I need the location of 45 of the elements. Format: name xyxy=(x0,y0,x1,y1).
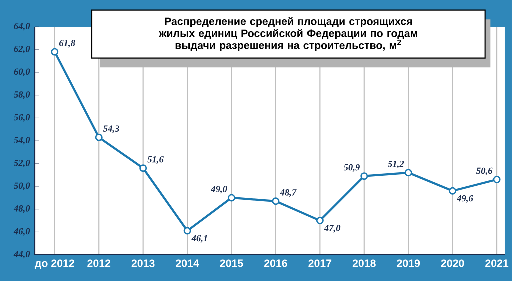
data-label: 49,6 xyxy=(456,195,474,204)
y-tick-label: 62,0 xyxy=(14,46,30,54)
data-label: 51,2 xyxy=(388,161,404,169)
y-tick-label: 48,0 xyxy=(14,206,30,214)
data-label: 48,7 xyxy=(280,189,297,198)
y-tick-label: 46,0 xyxy=(14,228,30,236)
y-tick-label: 58,0 xyxy=(14,92,30,100)
x-tick-label: 2017 xyxy=(308,260,332,268)
data-label: 50,9 xyxy=(344,164,360,172)
data-label: 61,8 xyxy=(59,40,76,48)
x-tick-label: до 2012 xyxy=(34,260,74,270)
x-tick-label: 2012 xyxy=(88,260,111,268)
point xyxy=(404,169,412,177)
y-tick-label: 52,0 xyxy=(14,160,30,168)
x-tick-label: 2018 xyxy=(352,260,376,268)
point xyxy=(360,172,368,180)
x-tick-label: 2016 xyxy=(264,260,288,268)
data-label: 50,6 xyxy=(476,168,493,176)
x-tick-label: 2013 xyxy=(132,260,155,268)
x-tick-label: 2021 xyxy=(486,260,509,268)
data-label: 54,3 xyxy=(103,126,120,134)
point xyxy=(228,194,236,202)
y-tick-label: 64,0 xyxy=(14,23,30,31)
y-tick-label: 54,0 xyxy=(14,137,30,145)
point xyxy=(51,48,59,56)
data-label: 46,1 xyxy=(192,235,208,243)
x-tick-label: 2015 xyxy=(220,260,244,268)
data-label: 47,0 xyxy=(324,225,341,233)
y-tick-label: 56,0 xyxy=(14,114,30,122)
x-tick-label: 2019 xyxy=(397,260,420,268)
point xyxy=(95,134,103,142)
y-tick-label: 50,0 xyxy=(14,182,30,190)
point xyxy=(140,164,148,172)
y-tick-label: 60,0 xyxy=(14,68,30,76)
data-label: 49,0 xyxy=(211,186,228,194)
point xyxy=(272,198,280,206)
point xyxy=(184,227,192,235)
chart-title: Распределение средней площади строящихся жилых единиц Российской Федерации по годам выдачи разрешения на строительство, м$^{2}$ xyxy=(159,17,418,52)
y-tick-label: 44,0 xyxy=(14,251,30,259)
point xyxy=(493,176,501,184)
x-tick-label: 2014 xyxy=(176,260,200,268)
point xyxy=(316,217,324,225)
x-tick-label: 2020 xyxy=(441,260,464,268)
data-label: 51,6 xyxy=(148,156,164,164)
point xyxy=(449,187,457,195)
